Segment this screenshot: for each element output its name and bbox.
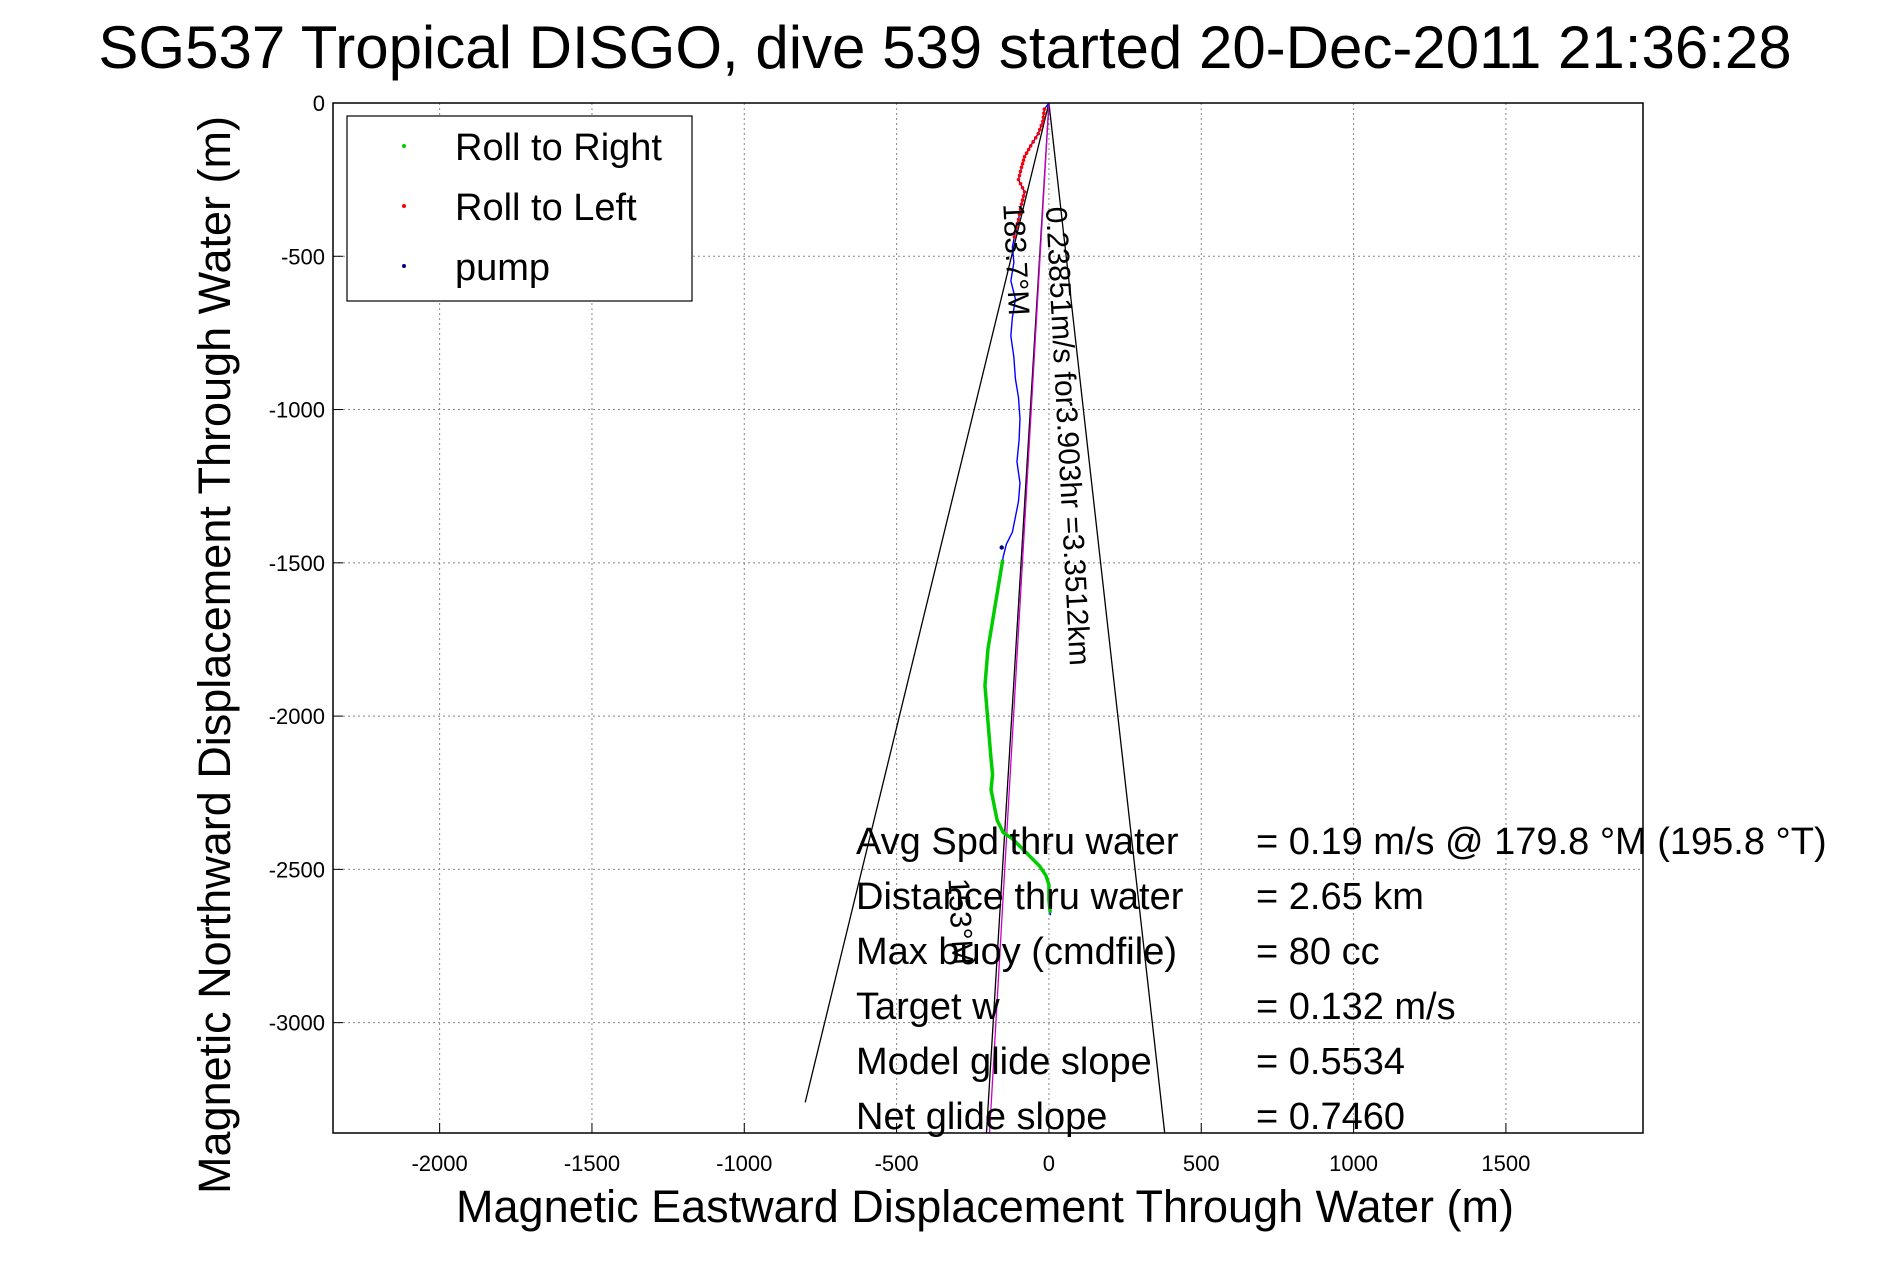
stat-value: = 0.5534 <box>1256 1041 1405 1083</box>
y-tick-label: -500 <box>281 244 325 269</box>
y-tick-label: -1000 <box>269 398 325 423</box>
roll-left-point <box>1016 217 1021 222</box>
roll-left-point <box>1015 221 1020 226</box>
x-tick-label: -500 <box>875 1151 919 1176</box>
dive-statistics: Avg Spd thru water = 0.19 m/s @ 179.8 °M … <box>856 821 1827 1138</box>
roll-left-point <box>1042 111 1046 116</box>
roll-left-point <box>1042 107 1047 111</box>
y-tick-label: -3000 <box>269 1011 325 1036</box>
stat-value: = 80 cc <box>1256 931 1380 973</box>
x-tick-label: 0 <box>1043 1151 1055 1176</box>
y-axis-label: Magnetic Northward Displacement Through … <box>189 116 240 1194</box>
roll-left-point <box>1020 186 1025 190</box>
stat-label: Net glide slope <box>856 1096 1107 1138</box>
stat-value: = 0.7460 <box>1256 1096 1405 1138</box>
roll-left-point <box>1037 127 1042 132</box>
line-annotation: 153°M <box>941 877 979 966</box>
reference-lines <box>804 102 1166 1134</box>
stat-label: Distance thru water <box>856 876 1184 918</box>
roll-left-point <box>1012 235 1017 239</box>
y-tick-label: -1500 <box>269 551 325 576</box>
stat-value: = 0.19 m/s @ 179.8 °M (195.8 °T) <box>1256 821 1827 863</box>
roll-left-point <box>1018 169 1023 174</box>
line-annotation: 0.23851m/s for3.903hr =3.3512km <box>1039 206 1096 667</box>
roll-left-point <box>1024 151 1029 155</box>
stat-label: Target w <box>856 986 1000 1028</box>
legend-marker <box>402 264 406 268</box>
roll-left-point <box>1039 123 1044 128</box>
roll-left-point <box>1022 154 1027 159</box>
roll-left-point <box>1017 173 1022 178</box>
roll-left-point <box>1016 177 1021 182</box>
roll-left-point <box>1033 135 1038 140</box>
plot-area-frame <box>332 102 1644 1134</box>
dive-track <box>983 102 1052 916</box>
legend-label: pump <box>455 247 550 289</box>
roll-left-point <box>1020 161 1025 166</box>
stat-label: Model glide slope <box>856 1041 1152 1083</box>
stat-value: = 2.65 km <box>1256 876 1424 918</box>
y-tick-label: 0 <box>313 91 325 116</box>
reference-line <box>804 102 1050 1103</box>
roll-left-point <box>1018 181 1023 186</box>
roll-left-point <box>1041 119 1045 124</box>
roll-left-point <box>1022 190 1027 194</box>
stat-value: = 0.132 m/s <box>1256 986 1456 1028</box>
legend-label: Roll to Left <box>455 187 637 229</box>
pump-point <box>999 545 1004 550</box>
x-tick-label: 1000 <box>1329 1151 1378 1176</box>
legend-marker <box>402 204 406 208</box>
legend-marker <box>402 144 406 148</box>
legend: Roll to Right Roll to Left pump <box>346 115 693 302</box>
chart-title: SG537 Tropical DISGO, dive 539 started 2… <box>98 14 1791 81</box>
roll-left-point <box>1021 194 1026 198</box>
x-tick-label: -2000 <box>411 1151 467 1176</box>
x-tick-label: -1000 <box>716 1151 772 1176</box>
y-tick-label: -2000 <box>269 704 325 729</box>
roll-left-point <box>1019 165 1024 170</box>
y-tick-label: -2500 <box>269 857 325 882</box>
roll-right-marks <box>983 559 1052 913</box>
x-tick-label: 500 <box>1183 1151 1220 1176</box>
x-tick-label: -1500 <box>564 1151 620 1176</box>
x-tick-label: 1500 <box>1481 1151 1530 1176</box>
roll-left-point <box>1014 225 1019 230</box>
roll-left-point <box>1017 212 1022 217</box>
roll-left-point <box>1020 198 1025 202</box>
x-axis-label: Magnetic Eastward Displacement Through W… <box>456 1181 1514 1232</box>
roll-left-point <box>1013 229 1018 234</box>
reference-line <box>1048 102 1166 1134</box>
roll-left-point <box>1018 207 1023 212</box>
roll-left-point <box>1041 115 1046 120</box>
roll-left-point <box>1028 144 1033 148</box>
x-axis-ticks: -2000 -1500 -1000 -500 0 500 1000 1500 <box>411 1123 1530 1176</box>
roll-left-point <box>1019 202 1024 206</box>
line-annotation: 183.7°M <box>996 203 1035 317</box>
roll-left-point <box>1021 158 1026 163</box>
roll-left-point <box>1036 131 1041 136</box>
stat-label: Max buoy (cmdfile) <box>856 931 1177 973</box>
legend-label: Roll to Right <box>455 127 662 169</box>
reference-line <box>988 102 1050 1134</box>
roll-left-point <box>1026 147 1031 152</box>
roll-left-point <box>1031 140 1035 144</box>
y-axis-ticks: 0 -500 -1000 -1500 -2000 -2500 -3000 <box>269 91 343 1036</box>
stat-label: Avg Spd thru water <box>856 821 1179 863</box>
